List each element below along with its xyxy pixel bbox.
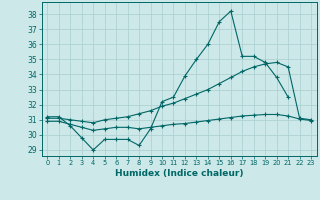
- X-axis label: Humidex (Indice chaleur): Humidex (Indice chaleur): [115, 169, 244, 178]
